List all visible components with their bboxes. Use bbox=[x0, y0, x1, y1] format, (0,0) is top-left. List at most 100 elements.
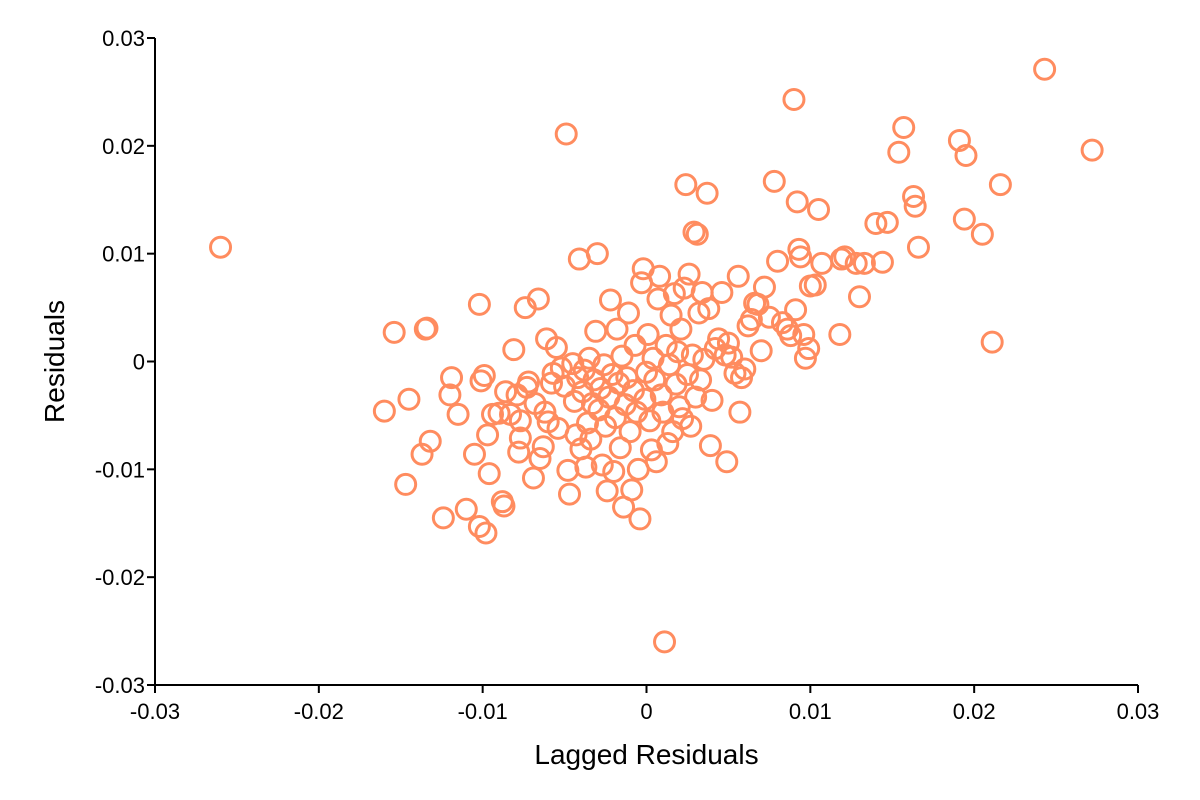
data-point bbox=[487, 401, 511, 425]
data-point bbox=[209, 235, 233, 259]
data-point bbox=[651, 400, 675, 424]
data-point bbox=[564, 423, 588, 447]
data-point bbox=[680, 343, 704, 367]
data-point bbox=[716, 331, 740, 355]
data-point bbox=[659, 303, 683, 327]
data-point bbox=[792, 323, 816, 347]
x-tick-label: 0.02 bbox=[953, 699, 996, 724]
x-tick-label: -0.03 bbox=[130, 699, 180, 724]
y-tick-label: 0.01 bbox=[102, 242, 145, 267]
data-point bbox=[584, 319, 608, 343]
data-point bbox=[828, 323, 852, 347]
data-point bbox=[561, 352, 585, 376]
data-point bbox=[728, 400, 752, 424]
data-point bbox=[785, 190, 809, 214]
data-point bbox=[829, 247, 853, 271]
data-point bbox=[474, 521, 498, 545]
data-point bbox=[903, 194, 927, 218]
y-axis-ticks: -0.03 -0.02 -0.01 0 0.01 0.02 0.03 bbox=[95, 26, 155, 698]
data-point bbox=[649, 383, 673, 407]
data-point bbox=[947, 128, 971, 152]
data-point bbox=[864, 211, 888, 235]
data-point bbox=[598, 288, 622, 312]
data-point bbox=[726, 264, 750, 288]
data-point bbox=[833, 245, 857, 269]
y-tick-label: -0.01 bbox=[95, 457, 145, 482]
data-point bbox=[438, 383, 462, 407]
data-point bbox=[467, 514, 491, 538]
data-point bbox=[720, 345, 744, 369]
data-point bbox=[757, 305, 781, 329]
data-point bbox=[803, 273, 827, 297]
x-tick-label: -0.01 bbox=[458, 699, 508, 724]
data-point bbox=[644, 450, 668, 474]
data-point bbox=[656, 431, 680, 455]
data-point bbox=[789, 245, 813, 269]
data-point bbox=[477, 462, 501, 486]
data-point bbox=[875, 210, 899, 234]
data-point bbox=[628, 507, 652, 531]
data-point bbox=[852, 251, 876, 275]
data-point bbox=[507, 440, 531, 464]
data-point bbox=[970, 222, 994, 246]
data-point bbox=[623, 333, 647, 357]
data-point bbox=[648, 264, 672, 288]
data-point bbox=[710, 280, 734, 304]
data-point bbox=[585, 242, 609, 266]
data-point bbox=[605, 317, 629, 341]
data-point bbox=[577, 346, 601, 370]
data-point bbox=[476, 423, 500, 447]
data-point bbox=[618, 420, 642, 444]
data-point bbox=[467, 292, 491, 316]
data-point bbox=[526, 287, 550, 311]
data-point bbox=[733, 357, 757, 381]
data-point bbox=[887, 140, 911, 164]
data-point bbox=[608, 436, 632, 460]
data-point bbox=[784, 298, 808, 322]
data-point bbox=[677, 262, 701, 286]
data-point bbox=[954, 144, 978, 168]
data-point bbox=[762, 169, 786, 193]
y-tick-label: -0.02 bbox=[95, 565, 145, 590]
data-point bbox=[666, 340, 690, 364]
data-point bbox=[700, 388, 724, 412]
data-point bbox=[633, 387, 657, 411]
x-tick-label: 0.01 bbox=[789, 699, 832, 724]
data-point bbox=[440, 366, 464, 390]
data-point bbox=[685, 222, 709, 246]
data-point bbox=[533, 400, 557, 424]
data-point bbox=[610, 344, 634, 368]
x-tick-label: 0 bbox=[640, 699, 652, 724]
data-point bbox=[508, 426, 532, 450]
data-point bbox=[643, 368, 667, 392]
data-point bbox=[415, 316, 439, 340]
data-point bbox=[579, 427, 603, 451]
data-point bbox=[528, 447, 552, 471]
data-point bbox=[446, 402, 470, 426]
data-point bbox=[554, 122, 578, 146]
x-tick-label: -0.02 bbox=[294, 699, 344, 724]
data-point bbox=[807, 197, 831, 221]
data-point bbox=[779, 324, 803, 348]
data-point bbox=[502, 338, 526, 362]
data-point bbox=[810, 251, 834, 275]
data-point bbox=[793, 346, 817, 370]
data-point bbox=[431, 506, 455, 530]
data-point bbox=[531, 435, 555, 459]
points-layer bbox=[209, 57, 1104, 654]
data-point bbox=[521, 466, 545, 490]
data-point bbox=[797, 337, 821, 361]
data-point bbox=[382, 320, 406, 344]
data-point bbox=[952, 207, 976, 231]
y-axis-title: Residuals bbox=[39, 300, 70, 423]
data-point bbox=[472, 364, 496, 388]
y-tick-label: -0.03 bbox=[95, 673, 145, 698]
data-point bbox=[418, 429, 442, 453]
data-point bbox=[739, 307, 763, 331]
data-point bbox=[508, 409, 532, 433]
data-point bbox=[906, 235, 930, 259]
data-point bbox=[590, 453, 614, 477]
data-point bbox=[695, 181, 719, 205]
data-point bbox=[697, 297, 721, 321]
data-point bbox=[674, 173, 698, 197]
